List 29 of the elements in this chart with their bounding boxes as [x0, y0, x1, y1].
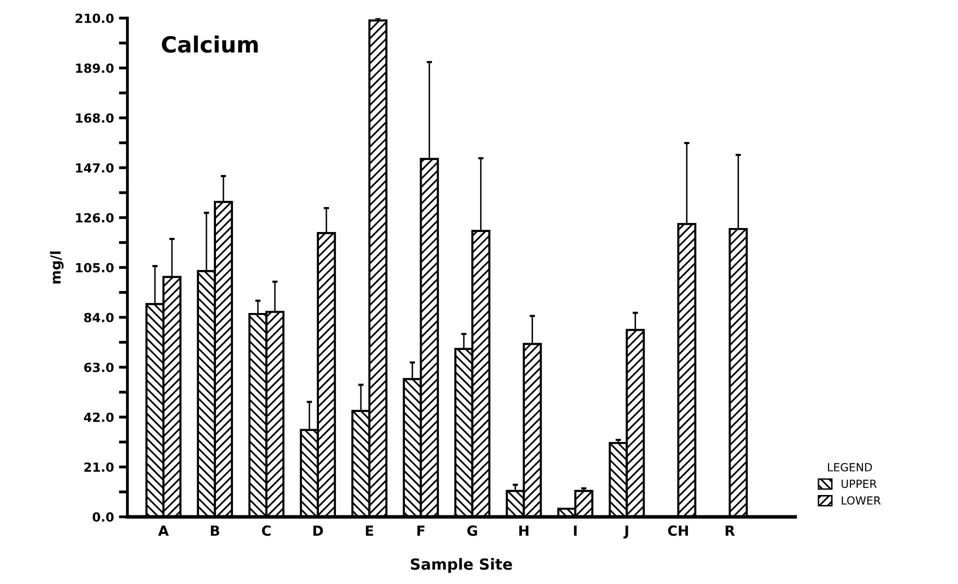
y-tick-label: 42.0 [84, 412, 114, 422]
legend-label: LOWER [842, 496, 881, 505]
x-tick-label: CH [668, 525, 688, 536]
legend-label: UPPER [842, 480, 877, 488]
x-tick-label: R [726, 526, 735, 536]
y-tick-label: 84.0 [84, 312, 114, 322]
x-tick-label: B [210, 526, 220, 536]
y-tick-label: 168.0 [76, 113, 114, 123]
x-tick-label: G [467, 525, 478, 536]
y-tick-label: 0.0 [92, 512, 114, 522]
x-tick-label: J [623, 526, 628, 539]
x-tick-label: H [519, 526, 528, 536]
y-tick-label: 147.0 [76, 163, 114, 173]
x-tick-label: I [574, 526, 577, 536]
y-tick-label: 105.0 [76, 262, 114, 272]
x-tick-label: A [158, 526, 169, 536]
y-tick-label: 189.0 [76, 63, 114, 73]
y-axis-title: mg/l [50, 252, 64, 284]
legend-title: LEGEND [828, 462, 872, 472]
x-tick-label: D [313, 526, 323, 536]
y-tick-label: 210.0 [76, 14, 114, 24]
text: Calcium [162, 36, 258, 53]
y-tick-label: 126.0 [76, 213, 114, 223]
x-tick-label: F [417, 526, 424, 536]
y-tick-label: 63.0 [84, 362, 114, 372]
x-axis-title: Sample Site [410, 558, 512, 573]
x-tick-label: C [262, 525, 271, 536]
y-tick-label: 21.0 [84, 462, 114, 472]
x-tick-label: E [366, 526, 374, 536]
